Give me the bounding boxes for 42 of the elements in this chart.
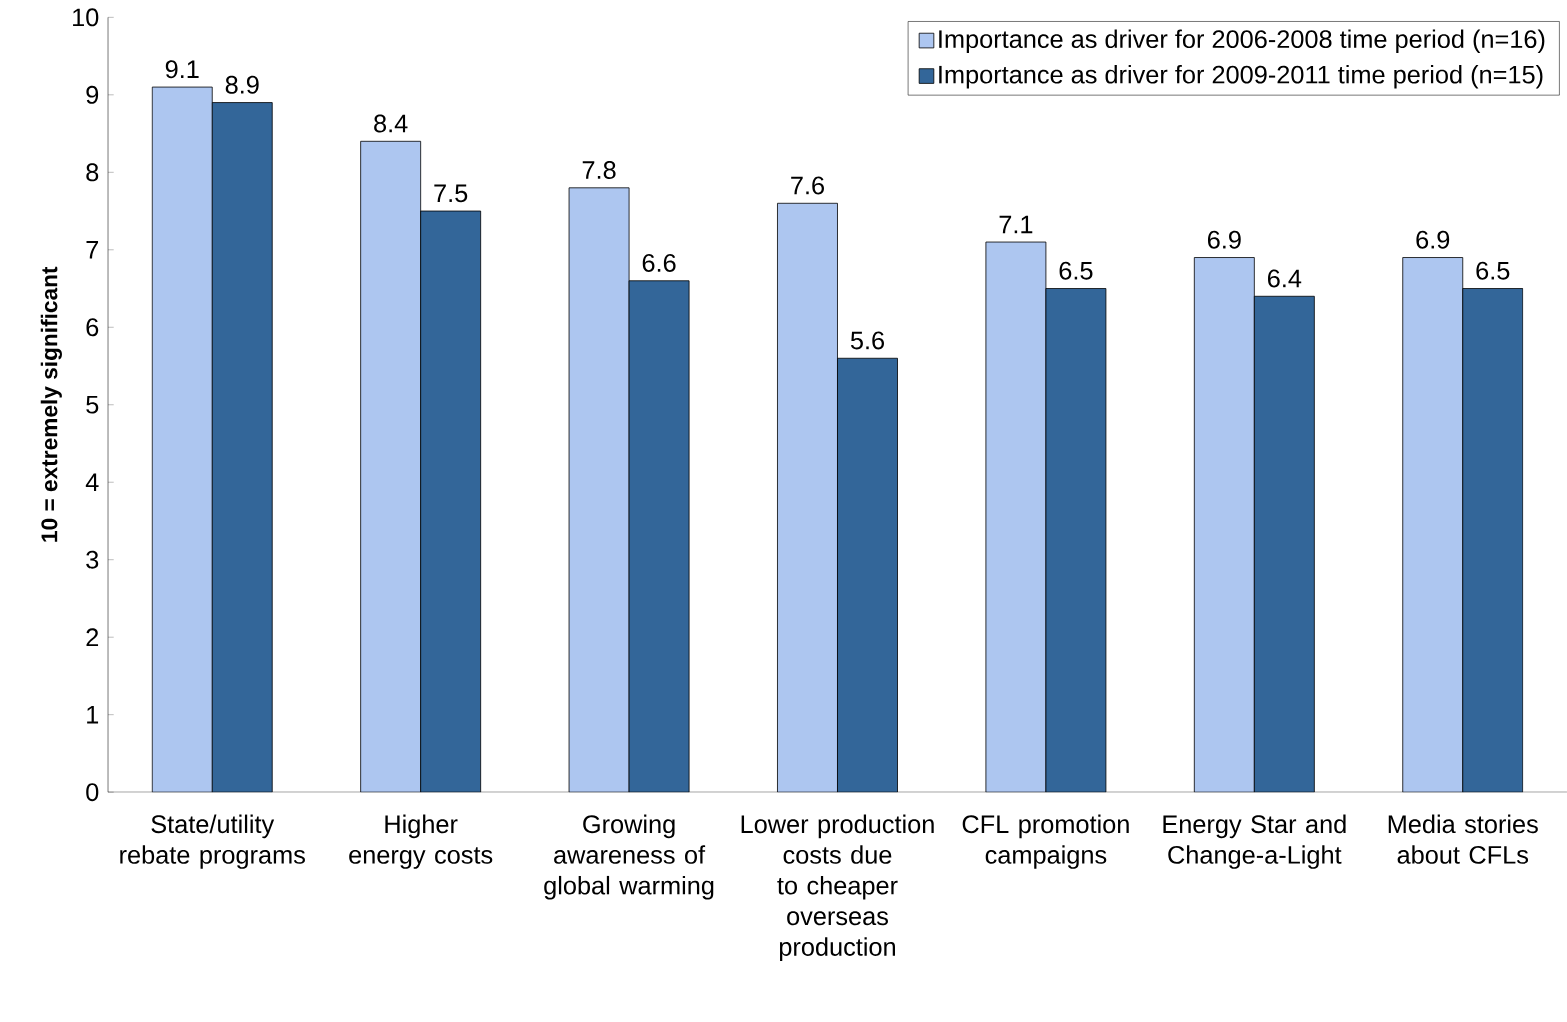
data-label: 6.5 — [1059, 261, 1093, 280]
data-label: 6.9 — [1416, 230, 1450, 249]
y-tick-label: 10 — [73, 8, 99, 27]
data-label: 9.1 — [165, 60, 199, 79]
data-label: 6.9 — [1207, 230, 1241, 249]
y-tick-label: 1 — [87, 706, 99, 724]
x-tick-label: CFL promotion campaigns — [962, 814, 1129, 870]
data-label: 8.4 — [374, 114, 408, 133]
bar — [1193, 257, 1255, 793]
x-tick-label: State/utility rebate programs — [120, 814, 305, 870]
data-label: 6.6 — [642, 254, 676, 273]
data-label: 6.5 — [1476, 261, 1510, 280]
y-tick-label: 9 — [86, 86, 99, 105]
y-tick-label: 6 — [86, 318, 99, 337]
bar — [568, 187, 630, 793]
data-label: 7.6 — [791, 176, 824, 195]
legend-label: Importance as driver for 2009-2011 time period (n=15) — [939, 65, 1543, 89]
y-tick-label: 8 — [86, 163, 99, 182]
y-tick-label: 0 — [86, 783, 99, 802]
y-tick-label: 3 — [86, 550, 99, 569]
y-tick-label: 2 — [86, 628, 99, 647]
data-label: 7.8 — [582, 161, 616, 180]
x-tick-label: Lower production costs due to cheaper overseas production — [741, 814, 934, 962]
bar — [777, 203, 838, 793]
bar — [1402, 257, 1464, 793]
x-tick-label: Energy Star and Change-a-Light — [1163, 814, 1346, 870]
data-label: 7.5 — [434, 184, 468, 203]
x-tick-label: Growing awareness of global warming — [544, 814, 714, 900]
x-tick-label: Higher energy costs — [349, 814, 493, 870]
x-tick-label: Media stories about CFLs — [1388, 814, 1538, 865]
data-label: 7.1 — [999, 215, 1033, 234]
bar — [985, 241, 1047, 793]
data-label: 8.9 — [225, 76, 259, 94]
y-tick-label: 4 — [85, 473, 99, 492]
y-axis-title: 10 = extremely significant — [40, 266, 62, 542]
y-tick-label: 5 — [86, 396, 99, 414]
bar — [151, 86, 213, 793]
data-label: 6.4 — [1268, 269, 1302, 288]
legend-label: Importance as driver for 2006-2008 time period (n=16) — [939, 29, 1545, 54]
bar — [360, 141, 422, 793]
y-tick-label: 7 — [86, 241, 99, 259]
data-label: 5.6 — [850, 331, 884, 350]
